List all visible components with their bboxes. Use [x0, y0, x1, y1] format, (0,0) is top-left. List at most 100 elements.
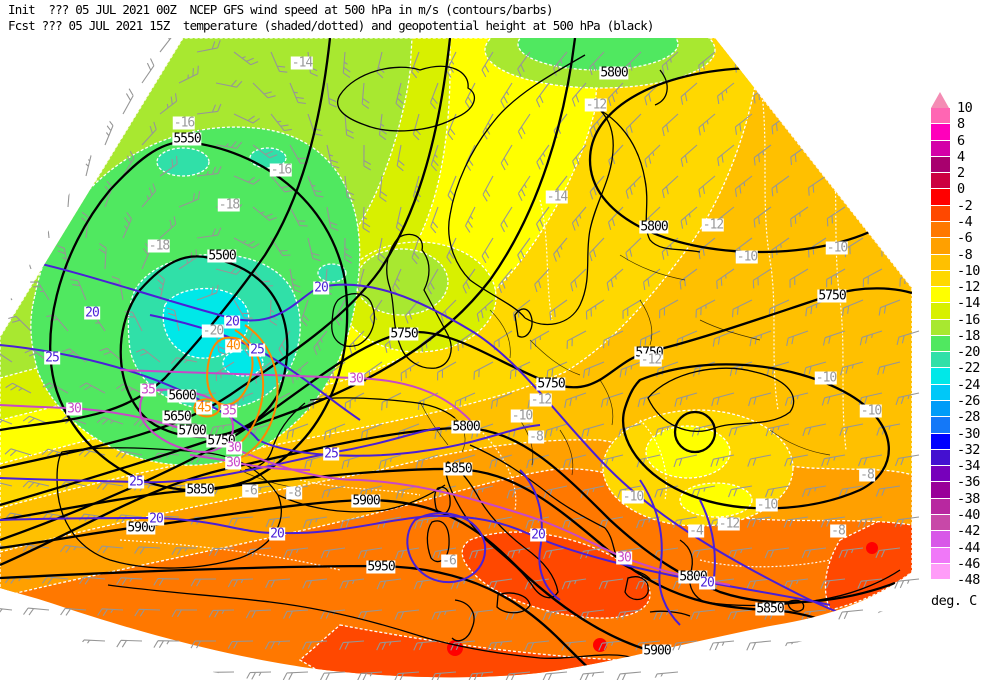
wind-contour-label: 25 — [323, 446, 339, 462]
height-contour-label: 5800 — [451, 419, 481, 435]
legend-tick-label: -38 — [957, 490, 980, 507]
wind-contour-label: 30 — [616, 550, 632, 566]
temp-contour-label: -12 — [717, 516, 740, 532]
legend-tick-label: -20 — [957, 344, 980, 361]
legend-color-box — [931, 352, 950, 368]
legend-tick-label: -44 — [957, 539, 980, 556]
temp-contour-label: -12 — [701, 217, 724, 233]
legend-color-box — [931, 531, 950, 547]
height-contour-label: 5850 — [443, 461, 473, 477]
wind-contour-label: 25 — [249, 342, 265, 358]
height-contour-label: 5900 — [642, 643, 672, 659]
temp-contour-label: -8 — [830, 523, 846, 539]
legend-tick-label: -18 — [957, 327, 980, 344]
wind-contour-label: 30 — [348, 371, 364, 387]
legend-color-box — [931, 156, 950, 173]
height-contour-label: 5700 — [177, 423, 207, 439]
temp-contour-label: -16 — [172, 115, 195, 131]
height-contour-label: 5850 — [755, 601, 785, 617]
legend-tick-label: -32 — [957, 441, 980, 458]
temp-contour-label: -10 — [859, 403, 882, 419]
legend-color-box — [931, 287, 950, 303]
legend-tick-label: 10 — [957, 100, 973, 116]
legend-color-box — [931, 124, 950, 140]
height-contour-label: 5500 — [207, 248, 237, 264]
legend-color-box — [931, 140, 950, 156]
temp-contour-label: -6 — [242, 483, 258, 499]
legend-tick-label: -30 — [957, 425, 980, 442]
legend-color-box — [931, 303, 950, 319]
legend-triangle-above-max — [931, 92, 949, 108]
wind-contour-label: 20 — [148, 511, 164, 527]
temp-contour-label: -12 — [584, 97, 607, 113]
legend-color-box — [931, 384, 950, 401]
legend-tick-label: 6 — [957, 132, 965, 149]
height-contours — [0, 38, 912, 678]
height-contour-label: 5650 — [162, 409, 192, 425]
wind-contour-label: 25 — [128, 474, 144, 490]
legend-color-box — [931, 433, 950, 449]
legend-tick-label: -12 — [957, 279, 980, 296]
temp-contour-label: -4 — [688, 523, 704, 539]
legend-color-box — [931, 563, 950, 580]
temp-contour-label: -10 — [621, 489, 644, 505]
temp-contour-label: -8 — [859, 467, 875, 483]
temp-contour-label: -12 — [639, 352, 662, 368]
height-contour-label: 5950 — [366, 559, 396, 575]
wind-contour-label: 20 — [224, 314, 240, 330]
legend-color-box — [931, 254, 950, 270]
legend-tick-label: -24 — [957, 376, 980, 393]
legend-color-box — [931, 449, 950, 466]
temp-contour-label: -14 — [545, 189, 568, 205]
temp-contour-label: -10 — [735, 249, 758, 265]
legend-tick-label: -6 — [957, 230, 973, 247]
wind-contour-label: 30 — [66, 401, 82, 417]
legend-tick-label: -16 — [957, 311, 980, 328]
legend-color-box — [931, 108, 950, 124]
legend-color-box — [931, 368, 950, 384]
temp-contour-label: -6 — [441, 553, 457, 569]
temp-contour-label: -10 — [755, 497, 778, 513]
legend-color-box — [931, 319, 950, 335]
height-contour-label: 5800 — [599, 65, 629, 81]
temp-contour-label: -10 — [510, 408, 533, 424]
legend-tick-label: -36 — [957, 474, 980, 491]
legend-tick-label: -42 — [957, 523, 980, 540]
country-borders — [239, 254, 831, 489]
height-contour-label: 5750 — [536, 376, 566, 392]
temp-contour-label: -10 — [825, 240, 848, 256]
legend-color-box — [931, 173, 950, 189]
height-contour-label: 5800 — [639, 219, 669, 235]
temp-contour-label: -12 — [529, 392, 552, 408]
legend-color-box — [931, 221, 950, 238]
height-contour-label: 5550 — [172, 131, 202, 147]
wind-contour-label: 25 — [44, 350, 60, 366]
temp-contour-label: -8 — [286, 485, 302, 501]
legend-tick-label: -14 — [957, 295, 980, 312]
legend-color-box — [931, 189, 950, 205]
legend-tick-label: 8 — [957, 116, 965, 133]
legend-color-box — [931, 515, 950, 531]
wind-contour-label: 20 — [313, 280, 329, 296]
temp-contour-label: -18 — [217, 197, 240, 213]
legend-color-box — [931, 335, 950, 352]
legend-tick-label: -40 — [957, 507, 980, 523]
legend-tick-label: -48 — [957, 572, 980, 589]
wind-contour-label: 35 — [140, 382, 156, 398]
legend-color-box — [931, 205, 950, 221]
legend-color-box — [931, 238, 950, 254]
legend-color-box — [931, 482, 950, 498]
legend-color-box — [931, 417, 950, 433]
legend-tick-label: 0 — [957, 181, 965, 198]
legend-tick-label: -46 — [957, 555, 980, 572]
wind-contour-label: 40 — [225, 338, 241, 354]
fcst-title-line: Fcst ??? 05 JUL 2021 15Z temperature (sh… — [8, 18, 654, 33]
temp-contour-label: -20 — [201, 323, 224, 339]
legend-tick-label: -28 — [957, 409, 980, 426]
legend-tick-label: -34 — [957, 458, 980, 475]
init-title-line: Init ??? 05 JUL 2021 00Z NCEP GFS wind s… — [8, 2, 554, 17]
temp-contour-label: -16 — [269, 162, 292, 178]
